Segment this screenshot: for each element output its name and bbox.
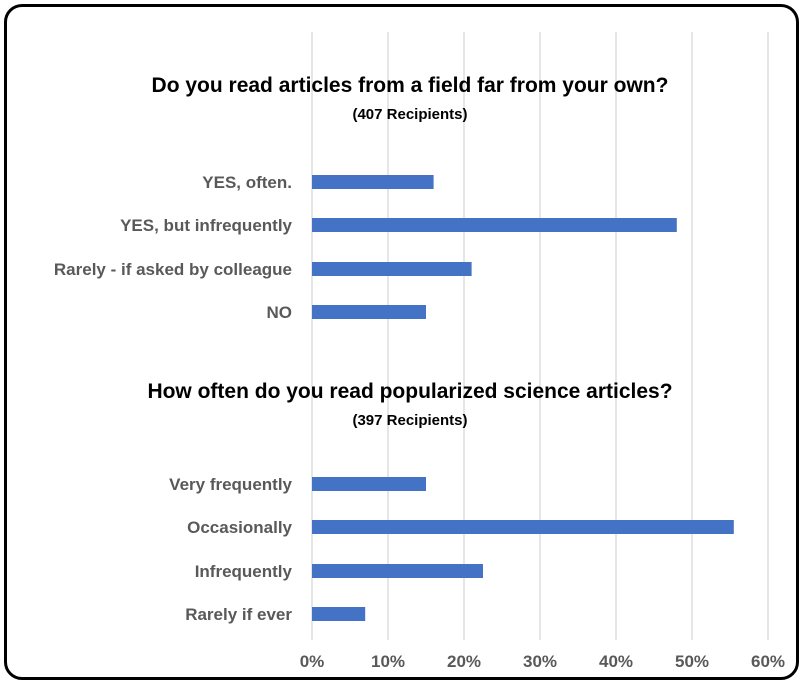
chart-title-1: Do you read articles from a field far fr… <box>152 74 669 97</box>
gridlines <box>311 32 769 640</box>
x-tick-label: 60% <box>751 652 785 671</box>
x-tick-label: 40% <box>599 652 633 671</box>
bar <box>312 477 426 491</box>
category-label: YES, but infrequently <box>120 216 292 235</box>
bar <box>312 175 434 189</box>
bar <box>312 607 366 621</box>
bar <box>312 520 734 534</box>
category-label: Very frequently <box>169 475 292 494</box>
chart-subtitle-1: (407 Recipients) <box>352 106 467 123</box>
x-tick-label: 10% <box>371 652 405 671</box>
category-label: Rarely if ever <box>185 605 292 624</box>
category-labels: YES, often. YES, but infrequently Rarely -… <box>54 173 293 624</box>
bar <box>312 218 677 232</box>
bar <box>312 305 426 319</box>
x-tick-label: 20% <box>447 652 481 671</box>
category-label: NO <box>267 303 293 322</box>
category-label: Rarely - if asked by colleague <box>54 260 292 279</box>
x-tick-label: 0% <box>300 652 325 671</box>
chart-title-2: How often do you read popularized scienc… <box>147 380 672 403</box>
category-label: Infrequently <box>195 562 293 581</box>
bar <box>312 262 472 276</box>
category-label: Occasionally <box>187 518 292 537</box>
category-label: YES, often. <box>202 173 292 192</box>
bars <box>312 175 734 621</box>
x-tick-label: 30% <box>523 652 557 671</box>
x-tick-label: 50% <box>675 652 709 671</box>
chart-subtitle-2: (397 Recipients) <box>352 412 467 429</box>
x-axis-tick-labels: 0% 10% 20% 30% 40% 50% 60% <box>300 652 785 671</box>
bar <box>312 564 483 578</box>
